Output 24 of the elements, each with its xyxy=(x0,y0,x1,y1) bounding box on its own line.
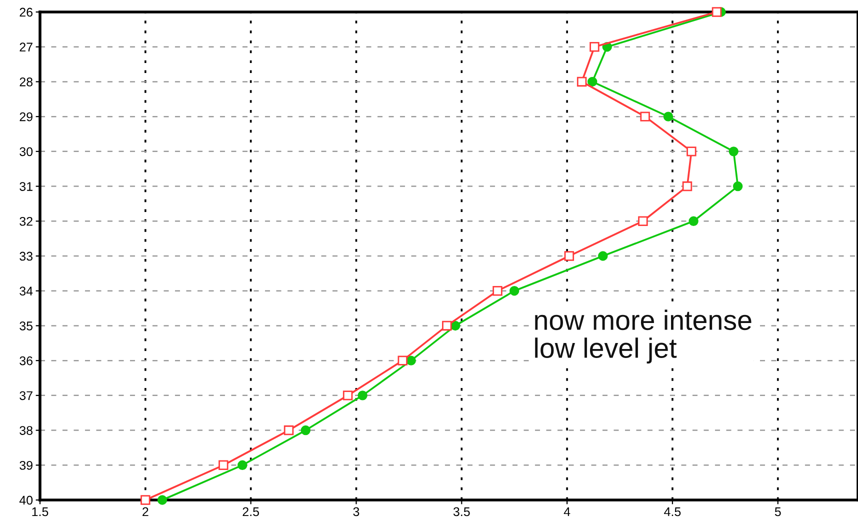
annotation: now more intense low level jet xyxy=(535,310,752,364)
y-tick-label: 33 xyxy=(20,252,33,261)
y-tick-label: 28 xyxy=(20,78,33,86)
x-tick-label: 4 xyxy=(564,507,570,516)
x-tick-label: 3 xyxy=(353,507,360,516)
y-tick-label: 39 xyxy=(20,460,32,470)
y-tick-label: 26 xyxy=(20,8,33,17)
x-tick-label: 5 xyxy=(774,507,781,516)
y-tick-label: 40 xyxy=(19,496,33,505)
y-tick-label: 29 xyxy=(20,112,32,122)
x-tick-label: 2.5 xyxy=(242,507,259,516)
x-tick-label: 3.5 xyxy=(453,507,470,516)
y-tick-label: 34 xyxy=(20,286,33,296)
y-tick-label: 35 xyxy=(20,322,33,330)
x-tick-label: 2 xyxy=(142,507,148,516)
y-tick-label: 36 xyxy=(20,356,33,366)
y-tick-label: 31 xyxy=(20,182,32,191)
y-tick-label: 37 xyxy=(20,391,32,400)
y-tick-label: 27 xyxy=(20,42,32,52)
x-tick-label: 1.5 xyxy=(32,507,48,516)
y-tick-label: 32 xyxy=(20,216,32,226)
x-tick-label: 4.5 xyxy=(664,507,681,516)
y-tick-label: 30 xyxy=(20,147,33,156)
y-tick-label: 38 xyxy=(20,426,33,435)
